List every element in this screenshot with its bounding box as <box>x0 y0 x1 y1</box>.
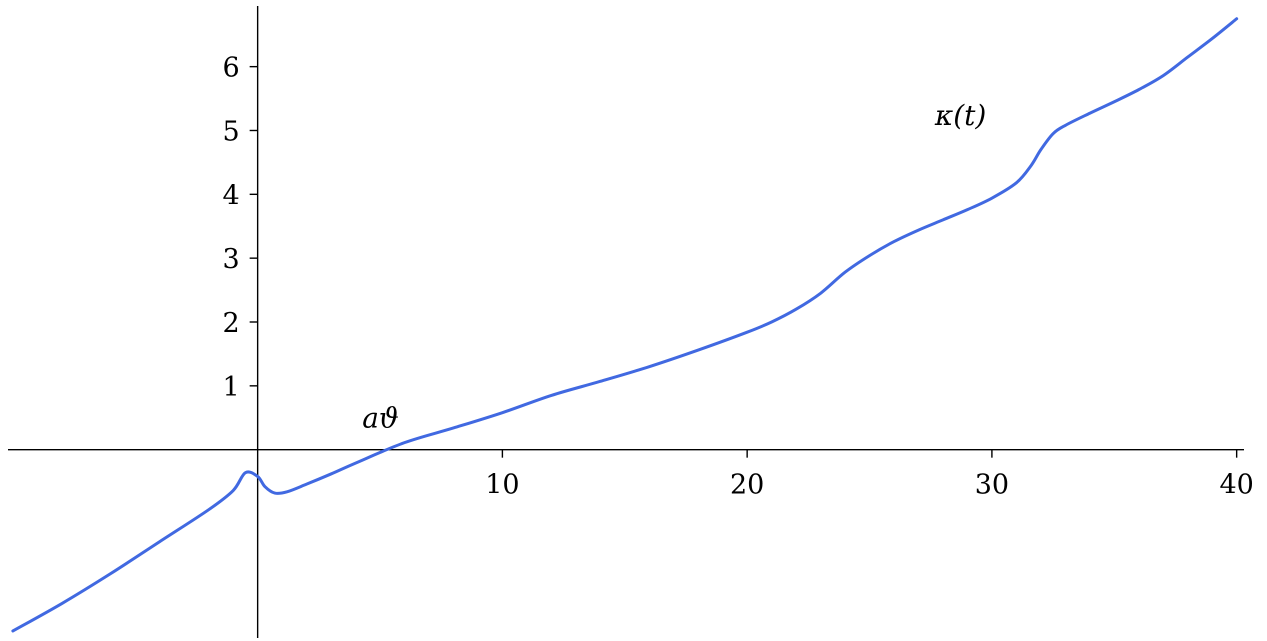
y-tick-label: 6 <box>222 53 239 84</box>
annotation-label: aϑ <box>362 401 399 434</box>
x-tick-label: 20 <box>730 470 764 501</box>
y-tick-label: 2 <box>222 308 239 339</box>
series-group <box>11 17 1239 633</box>
ticks: 10 20 30 40 1 2 3 4 5 6 <box>222 53 1253 501</box>
y-tick-label: 5 <box>222 116 239 147</box>
y-tick-label: 4 <box>222 180 239 211</box>
y-tick-label: 3 <box>222 244 239 275</box>
annotation-label: κ(t) <box>934 99 986 132</box>
series-line-0 <box>11 17 1239 633</box>
axes <box>8 6 1244 638</box>
x-tick-label: 40 <box>1219 470 1253 501</box>
y-tick-label: 1 <box>222 372 239 403</box>
x-tick-label: 10 <box>485 470 519 501</box>
x-tick-label: 30 <box>975 470 1009 501</box>
annotations: aϑ κ(t) <box>362 99 986 435</box>
